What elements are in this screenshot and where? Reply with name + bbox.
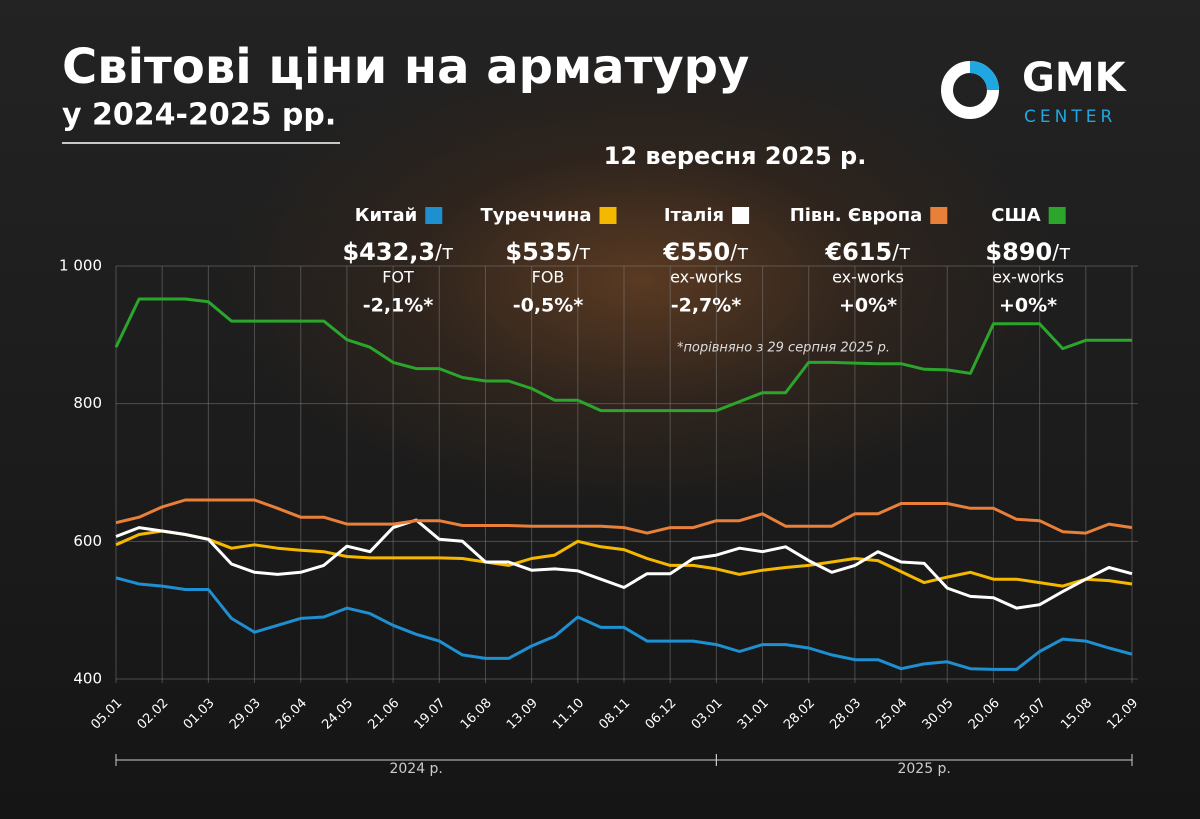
- logo-name: GMK: [1022, 55, 1128, 101]
- x-tick-label: 08.11: [596, 696, 633, 733]
- price: $535/т: [505, 238, 591, 266]
- price-change: +0%*: [839, 295, 897, 317]
- series-line: [115, 518, 1133, 610]
- price-unit: /т: [435, 240, 454, 264]
- x-tick-label: 25.07: [1012, 696, 1049, 733]
- footnote: *порівняно з 29 серпня 2025 р.: [677, 341, 890, 356]
- legend-swatch: [425, 207, 443, 224]
- price-unit: /т: [572, 240, 591, 264]
- x-tick-label: 21.06: [365, 696, 402, 733]
- price-value: €615: [824, 238, 892, 266]
- price-unit: /т: [730, 240, 749, 264]
- x-tick-label: 29.03: [227, 696, 264, 733]
- legend-label: Туреччина: [480, 205, 591, 226]
- x-tick-label: 01.03: [181, 696, 218, 733]
- y-tick-label: 400: [73, 670, 102, 688]
- x-tick-label: 30.05: [920, 696, 957, 733]
- price-value: $890: [985, 238, 1052, 266]
- x-tick-label: 03.01: [689, 696, 726, 733]
- price-basis: FOB: [532, 268, 565, 287]
- price-basis: ex-works: [670, 268, 742, 287]
- chart-title: Світові ціни на арматуру: [62, 39, 749, 95]
- price-value: $432,3: [342, 238, 435, 266]
- x-tick-label: 26.04: [273, 696, 310, 733]
- price-basis: ex-works: [832, 268, 904, 287]
- x-tick-label: 31.01: [735, 696, 772, 733]
- x-tick-label: 13.09: [504, 696, 541, 733]
- x-tick-label: 02.02: [135, 696, 172, 733]
- period-label: 2024 р.: [389, 761, 442, 777]
- x-tick-label: 12.09: [1104, 696, 1141, 733]
- x-tick-label: 24.05: [319, 696, 356, 733]
- price: €615/т: [824, 238, 911, 266]
- price-change: +0%*: [999, 295, 1057, 317]
- logo: GMK CENTER: [941, 55, 1128, 127]
- legend-label: США: [991, 205, 1040, 226]
- date: 12 вересня 2025 р.: [604, 142, 867, 170]
- series-line: [115, 529, 1133, 588]
- price-basis: ex-works: [992, 268, 1064, 287]
- series-line: [115, 498, 1133, 535]
- period-label: 2025 р.: [897, 761, 950, 777]
- price-value: $535: [505, 238, 572, 266]
- price-unit: /т: [1052, 240, 1071, 264]
- x-tick-label: 19.07: [412, 696, 449, 733]
- legend-swatch: [732, 207, 750, 224]
- y-tick-label: 800: [73, 394, 102, 412]
- x-tick-label: 25.04: [873, 696, 910, 733]
- legend-swatch: [1048, 207, 1066, 224]
- legend-label: Півн. Європа: [790, 205, 923, 226]
- price-basis: FOT: [382, 268, 414, 287]
- price: €550/т: [662, 238, 749, 266]
- x-tick-label: 28.02: [781, 696, 818, 733]
- logo-quarter: [970, 61, 999, 90]
- x-tick-label: 16.08: [458, 696, 495, 733]
- price-unit: /т: [892, 240, 911, 264]
- price-change: -0,5%*: [513, 295, 584, 317]
- y-tick-label: 1 000: [59, 257, 102, 275]
- price-change: -2,1%*: [363, 295, 434, 317]
- chart-subtitle: у 2024-2025 рр.: [62, 98, 336, 133]
- logo-sub: CENTER: [1024, 107, 1116, 127]
- x-tick-label: 06.12: [643, 696, 680, 733]
- series-line: [115, 576, 1133, 671]
- legend-label: Італія: [664, 205, 724, 226]
- legend-swatch: [599, 207, 617, 224]
- x-tick-label: 05.01: [88, 696, 125, 733]
- x-tick-label: 20.06: [966, 696, 1003, 733]
- x-tick-label: 11.10: [550, 696, 587, 733]
- legend-swatch: [930, 207, 948, 224]
- y-tick-label: 600: [73, 532, 102, 550]
- legend-label: Китай: [355, 205, 418, 226]
- series-line: [114, 297, 1132, 413]
- price-value: €550: [662, 238, 730, 266]
- price: $432,3/т: [342, 238, 453, 266]
- x-tick-label: 15.08: [1058, 696, 1095, 733]
- price: $890/т: [985, 238, 1071, 266]
- x-tick-label: 28.03: [827, 696, 864, 733]
- price-change: -2,7%*: [671, 295, 742, 317]
